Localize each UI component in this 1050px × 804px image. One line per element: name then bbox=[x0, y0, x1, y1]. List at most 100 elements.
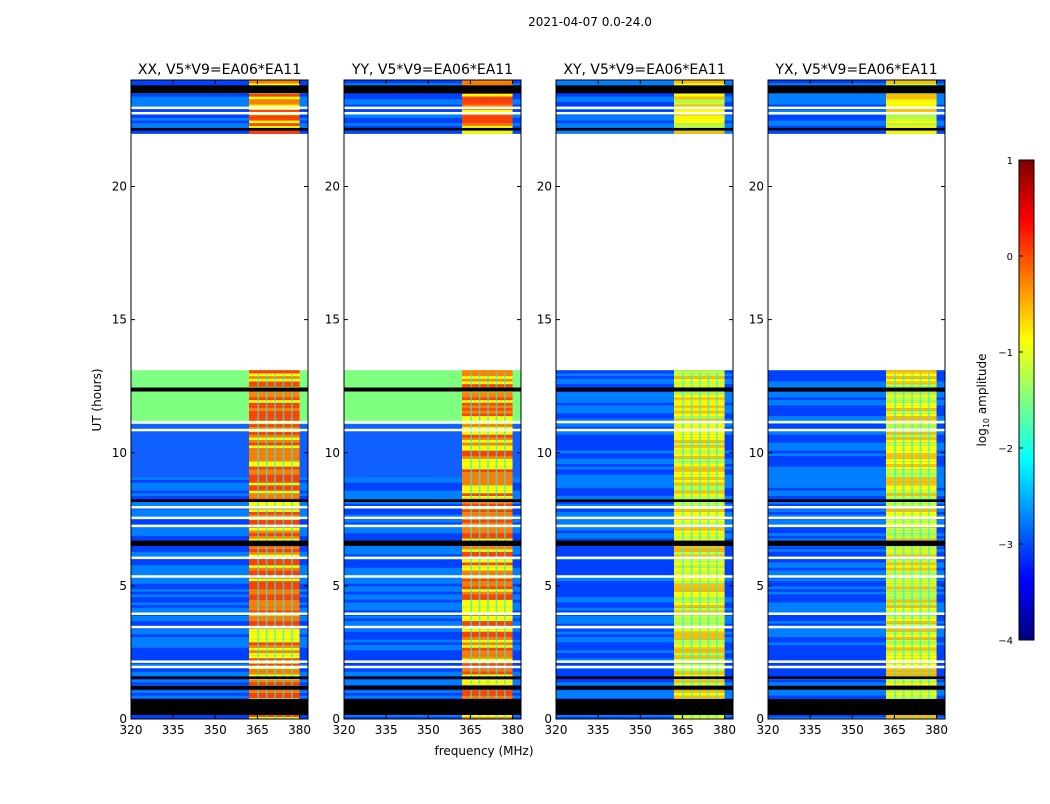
heatmap-row bbox=[556, 399, 733, 403]
heatmap-row bbox=[768, 668, 945, 672]
heatmap-row bbox=[131, 503, 308, 507]
colorbar: 10−1−2−3−4 log10 amplitude bbox=[975, 156, 1035, 647]
x-tick-label: 335 bbox=[587, 723, 610, 737]
heatmap-row bbox=[344, 692, 521, 696]
heatmap-row bbox=[344, 455, 521, 459]
heatmap-row bbox=[768, 623, 945, 627]
flag-line bbox=[131, 111, 308, 115]
x-tick-label: 365 bbox=[883, 723, 906, 737]
heatmap-row bbox=[131, 716, 308, 719]
heatmap-row bbox=[768, 412, 945, 417]
heatmap-row bbox=[556, 604, 733, 608]
heatmap-row bbox=[131, 436, 308, 441]
heatmap-row bbox=[131, 463, 308, 467]
blank-row bbox=[556, 540, 733, 546]
heatmap-row bbox=[344, 423, 521, 427]
heatmap-row bbox=[131, 561, 308, 566]
heatmap-row bbox=[768, 484, 945, 488]
heatmap-row bbox=[768, 495, 945, 499]
heatmap-rfi-cell bbox=[249, 122, 300, 126]
heatmap-row bbox=[768, 644, 945, 648]
heatmap-row bbox=[344, 458, 521, 462]
heatmap-row bbox=[556, 609, 733, 614]
heatmap-row bbox=[768, 394, 945, 398]
flag-line bbox=[131, 575, 308, 578]
heatmap-rfi-cell bbox=[886, 119, 937, 124]
heatmap-row bbox=[768, 490, 945, 494]
heatmap-row bbox=[556, 394, 733, 398]
heatmap-row bbox=[768, 468, 945, 472]
heatmap-row bbox=[556, 378, 733, 382]
heatmap-row bbox=[344, 716, 521, 719]
flag-line bbox=[344, 420, 521, 424]
heatmap-row bbox=[556, 553, 733, 558]
heatmap-row bbox=[556, 109, 733, 113]
heatmap-row bbox=[131, 404, 308, 409]
heatmap-row bbox=[131, 647, 308, 651]
heatmap-row bbox=[556, 521, 733, 526]
heatmap-rfi-cell bbox=[249, 130, 300, 134]
heatmap-row bbox=[556, 692, 733, 696]
heatmap-row bbox=[768, 125, 945, 129]
heatmap-row bbox=[131, 553, 308, 558]
heatmap-row bbox=[344, 125, 521, 129]
panel-title: XY, V5*V9=EA06*EA11 bbox=[563, 62, 725, 78]
x-tick-label: 320 bbox=[120, 723, 143, 737]
heatmap-row bbox=[131, 713, 308, 717]
heatmap-row bbox=[131, 93, 308, 97]
flag-line bbox=[556, 660, 733, 663]
y-tick-label: 15 bbox=[749, 313, 764, 327]
heatmap-row bbox=[556, 641, 733, 646]
heatmap-row bbox=[768, 527, 945, 531]
heatmap-row bbox=[131, 628, 308, 632]
heatmap-row bbox=[556, 396, 733, 401]
heatmap-row bbox=[556, 647, 733, 651]
colorbar-ticks: 1 0 −1 −2 −3 −4 bbox=[998, 156, 1023, 647]
heatmap-row bbox=[344, 479, 521, 483]
heatmap-row bbox=[131, 508, 308, 512]
heatmap-row bbox=[556, 644, 733, 648]
flag-line bbox=[344, 516, 521, 520]
heatmap-row bbox=[131, 695, 308, 699]
heatmap-row bbox=[131, 439, 308, 443]
heatmap-row bbox=[344, 599, 521, 603]
heatmap-row bbox=[344, 689, 521, 693]
blank-row bbox=[131, 685, 308, 690]
heatmap-rfi-cell bbox=[462, 101, 513, 105]
heatmap-row bbox=[131, 119, 308, 124]
heatmap-row bbox=[556, 519, 733, 523]
heatmap-row bbox=[768, 130, 945, 134]
heatmap-row bbox=[344, 431, 521, 435]
heatmap-row bbox=[556, 423, 733, 427]
heatmap-row bbox=[768, 529, 945, 534]
flag-line bbox=[344, 612, 521, 615]
heatmap-rfi-cell bbox=[674, 95, 725, 100]
heatmap-row bbox=[768, 561, 945, 566]
heatmap-row bbox=[131, 681, 308, 685]
heatmap-row bbox=[768, 391, 945, 395]
heatmap-row bbox=[556, 426, 733, 430]
heatmap-row bbox=[768, 596, 945, 600]
heatmap-row bbox=[344, 375, 521, 379]
heatmap-row bbox=[768, 119, 945, 124]
flag-line bbox=[556, 524, 733, 528]
y-tick-label: 15 bbox=[537, 313, 552, 327]
flag-line bbox=[344, 625, 521, 629]
heatmap-row bbox=[768, 95, 945, 100]
flag-line bbox=[131, 516, 308, 520]
heatmap-row bbox=[131, 559, 308, 563]
heatmap-row bbox=[768, 410, 945, 414]
flag-line bbox=[556, 575, 733, 578]
panel-frame bbox=[130, 79, 309, 720]
heatmap-row bbox=[768, 460, 945, 464]
heatmap-row bbox=[768, 551, 945, 555]
heatmap-row bbox=[344, 641, 521, 646]
heatmap-row bbox=[556, 668, 733, 672]
heatmap-row bbox=[344, 601, 521, 606]
heatmap-row bbox=[131, 679, 308, 683]
heatmap-row bbox=[344, 545, 521, 550]
heatmap-row bbox=[768, 82, 945, 86]
heatmap-row bbox=[768, 545, 945, 550]
blank-row bbox=[344, 387, 521, 392]
